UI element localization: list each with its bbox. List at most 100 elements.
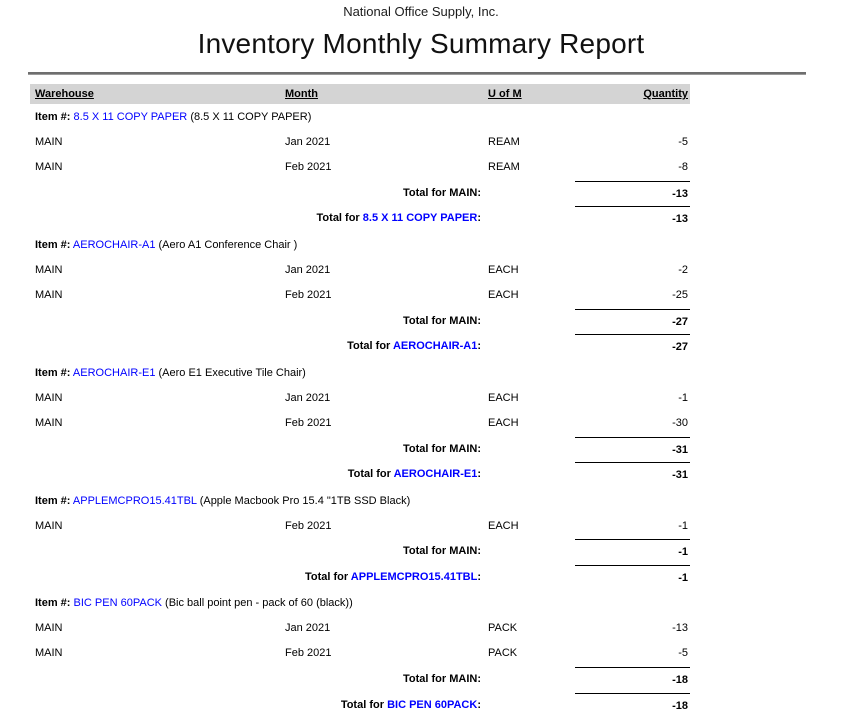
inventory-row: MAIN Feb 2021 EACH -30	[30, 411, 690, 437]
item-description: (Bic ball point pen - pack of 60 (black)…	[165, 597, 353, 610]
quantity-cell: -8	[678, 161, 688, 174]
item-total-row: Total for 8.5 X 11 COPY PAPER: -13	[30, 206, 690, 232]
item-total-quantity: -18	[575, 692, 690, 719]
uom-cell: EACH	[488, 391, 519, 404]
warehouse-cell: MAIN	[35, 647, 63, 660]
item-section: Item #: APPLEMCPRO15.41TBL (Apple Macboo…	[30, 488, 690, 590]
item-total-code-link[interactable]: 8.5 X 11 COPY PAPER	[362, 212, 478, 225]
header-divider	[28, 72, 806, 75]
item-total-quantity: -13	[575, 206, 690, 232]
uom-cell: EACH	[488, 519, 519, 532]
item-code-link[interactable]: BIC PEN 60PACK	[73, 597, 162, 610]
item-section: Item #: AEROCHAIR-E1 (Aero E1 Executive …	[30, 360, 690, 488]
item-total-label: Total for BIC PEN 60PACK:	[30, 693, 488, 719]
item-total-quantity: -1	[575, 564, 690, 591]
uom-cell: EACH	[488, 263, 519, 276]
item-total-suffix: :	[477, 340, 481, 353]
table-header-row: Warehouse Month U of M Quantity	[30, 84, 690, 104]
inventory-row: MAIN Jan 2021 REAM -5	[30, 130, 690, 156]
warehouse-total-quantity: -13	[575, 180, 690, 207]
quantity-cell: -5	[678, 135, 688, 148]
quantity-cell: -13	[672, 621, 688, 634]
item-total-suffix: :	[477, 212, 481, 225]
item-total-prefix: Total for	[347, 340, 391, 353]
uom-cell: PACK	[488, 621, 518, 634]
uom-cell: EACH	[488, 289, 519, 302]
item-total-quantity: -31	[575, 462, 690, 488]
month-cell: Jan 2021	[285, 621, 331, 634]
quantity-cell: -1	[678, 519, 688, 532]
item-total-label: Total for AEROCHAIR-E1:	[30, 462, 488, 488]
warehouse-total-quantity: -1	[575, 539, 690, 565]
warehouse-total-quantity: -31	[575, 436, 690, 463]
month-cell: Feb 2021	[285, 647, 332, 660]
warehouse-cell: MAIN	[35, 519, 63, 532]
item-number-label: Item #:	[35, 366, 71, 379]
item-total-prefix: Total for	[316, 212, 360, 225]
item-total-prefix: Total for	[347, 468, 391, 481]
inventory-row: MAIN Feb 2021 EACH -1	[30, 514, 690, 540]
item-total-prefix: Total for	[340, 698, 384, 711]
item-code-link[interactable]: AEROCHAIR-A1	[72, 238, 156, 251]
warehouse-total-label: Total for MAIN:	[402, 186, 481, 199]
item-code-link[interactable]: 8.5 X 11 COPY PAPER	[73, 111, 188, 123]
warehouse-total-quantity: -18	[575, 667, 690, 693]
quantity-cell: -30	[672, 417, 688, 430]
uom-cell: PACK	[488, 647, 518, 660]
warehouse-total-row: Total for MAIN: -18	[30, 667, 690, 693]
item-total-quantity: -27	[575, 334, 690, 360]
item-total-label: Total for APPLEMCPRO15.41TBL:	[30, 565, 488, 591]
item-number-label: Item #:	[35, 597, 71, 610]
item-header-row: Item #: AEROCHAIR-A1 (Aero A1 Conference…	[30, 232, 690, 258]
column-header-uom: U of M	[488, 88, 522, 100]
item-total-label: Total for AEROCHAIR-A1:	[30, 334, 488, 360]
item-total-suffix: :	[477, 468, 481, 481]
item-description: (Apple Macbook Pro 15.4 "1TB SSD Black)	[199, 494, 411, 507]
item-number-label: Item #:	[35, 111, 71, 123]
item-description: (Aero A1 Conference Chair )	[158, 238, 298, 251]
warehouse-total-label: Total for MAIN:	[402, 545, 481, 558]
uom-cell: REAM	[488, 161, 520, 174]
month-cell: Feb 2021	[285, 289, 332, 302]
inventory-row: MAIN Jan 2021 EACH -1	[30, 386, 690, 412]
warehouse-total-row: Total for MAIN: -1	[30, 539, 690, 565]
item-total-code-link[interactable]: AEROCHAIR-A1	[392, 340, 478, 353]
warehouse-total-quantity: -27	[575, 308, 690, 335]
item-description: (Aero E1 Executive Tile Chair)	[158, 366, 306, 379]
month-cell: Jan 2021	[285, 135, 331, 148]
warehouse-total-row: Total for MAIN: -13	[30, 180, 690, 207]
warehouse-cell: MAIN	[35, 161, 63, 174]
column-header-warehouse: Warehouse	[35, 88, 94, 100]
item-code-link[interactable]: AEROCHAIR-E1	[72, 366, 156, 379]
column-header-month: Month	[285, 88, 318, 100]
inventory-row: MAIN Jan 2021 PACK -13	[30, 616, 690, 642]
item-section: Item #: AEROCHAIR-A1 (Aero A1 Conference…	[30, 232, 690, 360]
month-cell: Feb 2021	[285, 417, 332, 430]
item-header-row: Item #: 8.5 X 11 COPY PAPER (8.5 X 11 CO…	[30, 104, 690, 130]
quantity-cell: -25	[672, 289, 688, 302]
month-cell: Feb 2021	[285, 161, 332, 174]
item-section: Item #: 8.5 X 11 COPY PAPER (8.5 X 11 CO…	[30, 104, 690, 232]
warehouse-cell: MAIN	[35, 621, 63, 634]
item-total-code-link[interactable]: AEROCHAIR-E1	[393, 468, 478, 481]
item-total-code-link[interactable]: BIC PEN 60PACK	[387, 698, 478, 711]
warehouse-total-label: Total for MAIN:	[402, 442, 481, 455]
item-section: Item #: BIC PEN 60PACK (Bic ball point p…	[30, 590, 690, 718]
item-number-label: Item #:	[35, 494, 71, 507]
item-total-label: Total for 8.5 X 11 COPY PAPER:	[30, 206, 488, 232]
item-number-label: Item #:	[35, 238, 71, 251]
uom-cell: REAM	[488, 135, 520, 148]
item-total-row: Total for AEROCHAIR-E1: -31	[30, 462, 690, 488]
inventory-row: MAIN Feb 2021 REAM -8	[30, 155, 690, 181]
warehouse-cell: MAIN	[35, 289, 63, 302]
month-cell: Feb 2021	[285, 519, 332, 532]
warehouse-total-label: Total for MAIN:	[402, 314, 481, 327]
warehouse-cell: MAIN	[35, 417, 63, 430]
warehouse-total-label: Total for MAIN:	[402, 673, 481, 686]
item-code-link[interactable]: APPLEMCPRO15.41TBL	[72, 494, 197, 507]
item-total-row: Total for AEROCHAIR-A1: -27	[30, 334, 690, 360]
report-body: Item #: 8.5 X 11 COPY PAPER (8.5 X 11 CO…	[30, 104, 690, 718]
item-header-row: Item #: APPLEMCPRO15.41TBL (Apple Macboo…	[30, 488, 690, 514]
item-total-code-link[interactable]: APPLEMCPRO15.41TBL	[350, 570, 478, 583]
quantity-cell: -5	[678, 647, 688, 660]
